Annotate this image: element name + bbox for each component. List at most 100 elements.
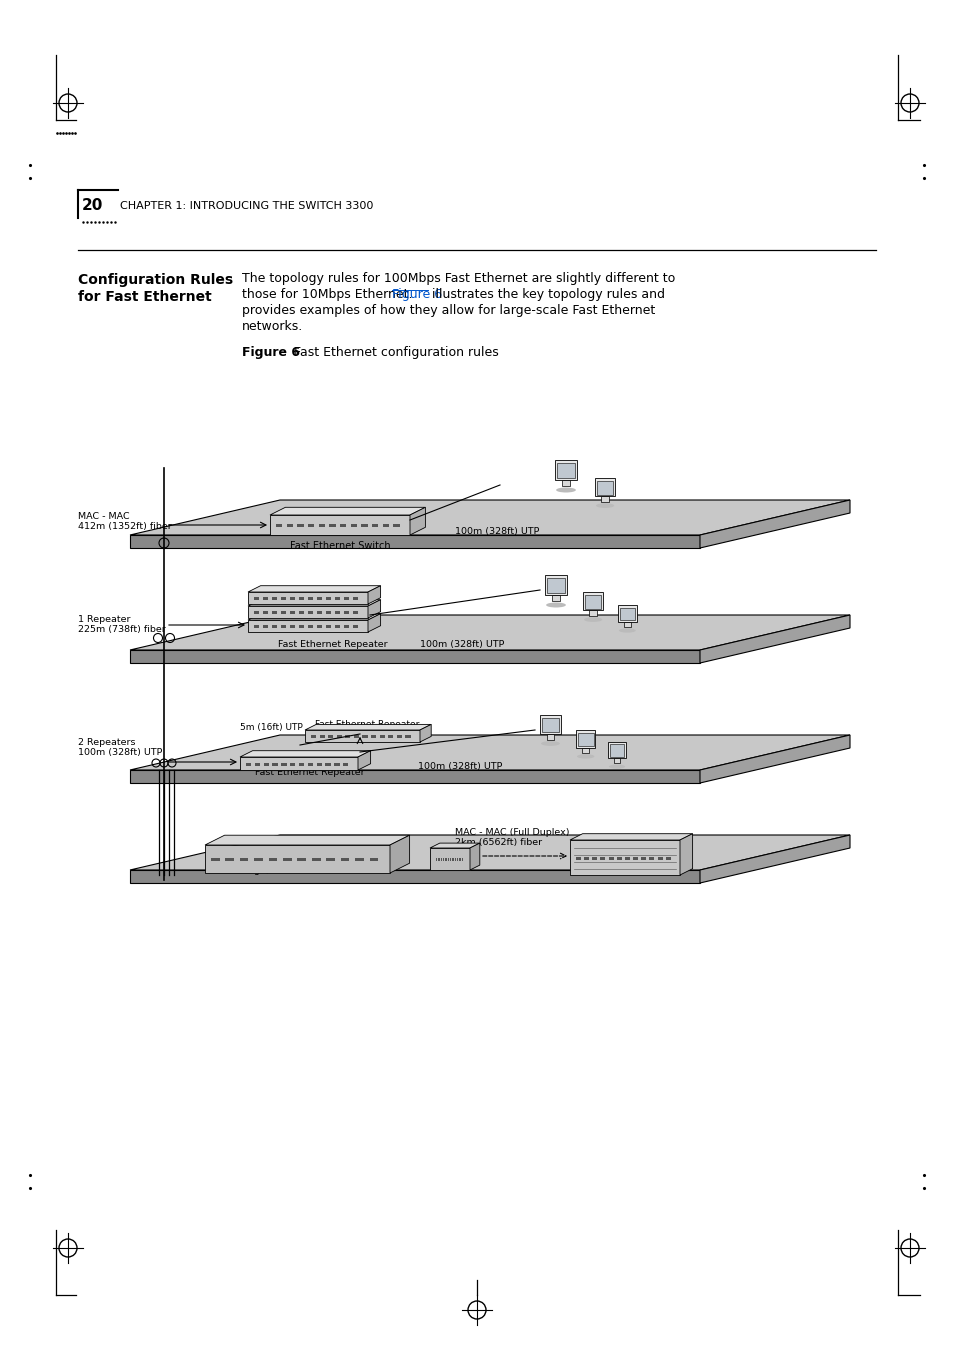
Polygon shape (130, 770, 700, 784)
Polygon shape (130, 870, 700, 884)
Polygon shape (240, 751, 370, 757)
Bar (552, 594, 559, 601)
Text: those for 10Mbps Ethernet.: those for 10Mbps Ethernet. (242, 288, 416, 301)
Text: Bridge, Router or Switch: Bridge, Router or Switch (234, 866, 351, 875)
Bar (361, 524, 367, 527)
Bar (269, 858, 277, 861)
Bar (617, 857, 621, 859)
Ellipse shape (583, 617, 601, 621)
Bar (344, 597, 349, 600)
Bar (371, 735, 375, 738)
Bar (286, 524, 293, 527)
Bar (298, 626, 304, 628)
Bar (281, 597, 286, 600)
Polygon shape (305, 724, 431, 730)
Bar (595, 478, 615, 496)
Bar (582, 592, 602, 611)
Polygon shape (205, 844, 390, 873)
Bar (450, 858, 451, 861)
Bar (325, 762, 331, 766)
Bar (345, 735, 350, 738)
Bar (326, 597, 331, 600)
Bar (283, 858, 292, 861)
Bar (239, 858, 248, 861)
Polygon shape (205, 835, 409, 844)
Bar (619, 608, 635, 620)
Text: Fast Ethernet Repeater: Fast Ethernet Repeater (254, 767, 364, 777)
Bar (318, 524, 325, 527)
Bar (581, 747, 589, 753)
Bar (437, 858, 439, 861)
Bar (316, 626, 322, 628)
Bar (561, 480, 569, 486)
Text: CHAPTER 1: INTRODUCING THE SWITCH 3300: CHAPTER 1: INTRODUCING THE SWITCH 3300 (120, 201, 373, 211)
Polygon shape (430, 843, 479, 848)
Polygon shape (248, 600, 380, 607)
Text: networks.: networks. (242, 320, 303, 332)
Text: Fast Ethernet Repeater: Fast Ethernet Repeater (314, 720, 419, 730)
Bar (541, 717, 558, 732)
Bar (362, 735, 367, 738)
Text: 2 Repeaters
100m (328ft) UTP: 2 Repeaters 100m (328ft) UTP (78, 738, 162, 758)
Bar (354, 735, 358, 738)
Bar (557, 463, 575, 478)
Text: 100m (328ft) UTP: 100m (328ft) UTP (455, 527, 538, 536)
Polygon shape (130, 535, 700, 549)
Ellipse shape (556, 488, 576, 493)
Polygon shape (270, 507, 425, 515)
Bar (272, 626, 277, 628)
Polygon shape (430, 848, 470, 870)
Bar (281, 626, 286, 628)
Bar (344, 611, 349, 613)
Bar (344, 626, 349, 628)
Bar (334, 762, 339, 766)
Polygon shape (700, 735, 849, 784)
Bar (253, 626, 259, 628)
Polygon shape (470, 843, 479, 870)
Polygon shape (390, 835, 409, 873)
Polygon shape (700, 835, 849, 884)
Bar (633, 857, 638, 859)
Polygon shape (248, 592, 368, 604)
Bar (607, 742, 625, 758)
Text: 20: 20 (82, 199, 103, 213)
Bar (599, 857, 605, 859)
Bar (382, 524, 389, 527)
Text: Fast Ethernet Switch: Fast Ethernet Switch (290, 540, 390, 551)
Polygon shape (700, 500, 849, 549)
Bar (254, 762, 260, 766)
Text: Fast Ethernet Repeater: Fast Ethernet Repeater (277, 640, 387, 648)
Bar (319, 735, 324, 738)
Polygon shape (679, 834, 692, 875)
Bar (297, 524, 303, 527)
Polygon shape (410, 507, 425, 535)
Bar (263, 597, 268, 600)
Bar (440, 858, 441, 861)
Ellipse shape (545, 603, 565, 608)
Bar (393, 524, 399, 527)
Ellipse shape (618, 628, 635, 632)
Bar (355, 858, 363, 861)
Bar (290, 762, 295, 766)
Bar (339, 524, 346, 527)
Bar (308, 626, 314, 628)
Bar (618, 605, 636, 621)
Bar (539, 715, 560, 734)
Bar (452, 858, 454, 861)
Polygon shape (248, 586, 380, 592)
Polygon shape (305, 730, 419, 742)
Bar (576, 730, 595, 747)
Bar (290, 611, 295, 613)
Bar (335, 597, 340, 600)
Polygon shape (368, 586, 380, 604)
Bar (316, 597, 322, 600)
Bar (405, 735, 410, 738)
Bar (388, 735, 393, 738)
Polygon shape (248, 620, 368, 632)
Bar (326, 858, 335, 861)
Bar (608, 857, 613, 859)
Text: Configuration Rules: Configuration Rules (78, 273, 233, 286)
Polygon shape (357, 751, 370, 770)
Polygon shape (248, 613, 380, 620)
Bar (326, 611, 331, 613)
